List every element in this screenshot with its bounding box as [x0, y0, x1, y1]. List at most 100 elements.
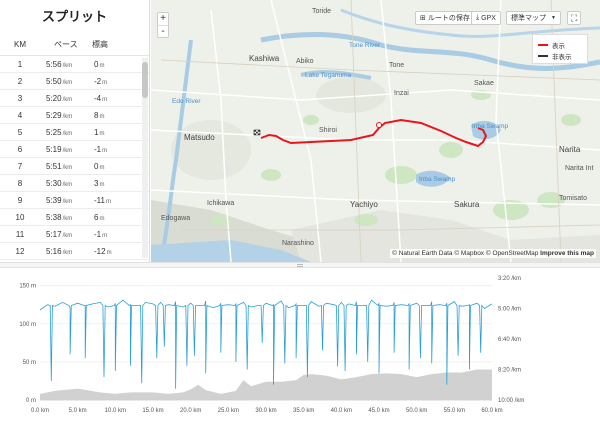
split-pace: 5:17/km — [46, 229, 73, 239]
zoom-in-button[interactable]: + — [160, 13, 166, 24]
split-km: 4 — [17, 110, 23, 120]
place-kashiwa: Kashiwa — [249, 54, 280, 63]
x-tick: 15.0 km — [142, 408, 163, 414]
y-right-tick: 3:20 /km — [498, 276, 521, 282]
download-icon: ⤓ — [476, 14, 480, 21]
legend-red-line-icon — [538, 43, 548, 46]
x-tick: 0.0 km — [31, 408, 49, 414]
fullscreen-icon: ⛶ — [571, 12, 578, 23]
zoom-out-button[interactable]: - — [158, 25, 168, 37]
split-km: 7 — [17, 161, 23, 171]
place-yachiyo: Yachiyo — [350, 200, 378, 209]
elevation-area — [40, 369, 492, 400]
finish-flag-icon — [253, 129, 261, 136]
split-title: スプリット — [41, 9, 107, 24]
split-km: 12 — [15, 246, 25, 256]
split-km: 6 — [17, 144, 23, 154]
route-line — [260, 118, 488, 148]
split-row: 9 5:39/km -11m — [0, 192, 149, 209]
gpx-label: GPX — [481, 14, 496, 22]
split-pace: 5:38/km — [46, 212, 73, 222]
x-tick: 20.0 km — [180, 408, 201, 414]
place-tomisato: Tomisato — [559, 195, 588, 202]
legend-show[interactable]: 表示 — [538, 39, 582, 50]
place-tone-river: Tone River — [349, 42, 381, 49]
save-route-label: ルートの保存 — [427, 15, 470, 22]
x-tick: 30.0 km — [255, 408, 276, 414]
y-left-tick: 100 m — [19, 322, 36, 328]
x-tick: 60.0 km — [481, 408, 502, 414]
split-pace: 5:25/km — [46, 127, 73, 137]
split-pace: 5:30/km — [46, 178, 73, 188]
split-km: 10 — [15, 212, 25, 222]
x-tick: 25.0 km — [218, 408, 239, 414]
y-left-tick: 50 m — [23, 360, 36, 366]
resize-divider[interactable] — [0, 262, 600, 268]
split-elevation: -12m — [94, 246, 112, 256]
split-row: 8 5:30/km 3m — [0, 175, 149, 192]
split-elevation: 0m — [94, 161, 105, 171]
caret-down-icon: ▼ — [551, 15, 556, 21]
split-km: 2 — [17, 76, 23, 86]
place-sakae: Sakae — [474, 80, 494, 87]
split-elevation: -2m — [94, 76, 108, 86]
legend-hide[interactable]: 非表示 — [538, 50, 582, 61]
place-ichikawa: Ichikawa — [207, 200, 235, 207]
x-tick: 45.0 km — [368, 408, 389, 414]
split-pace: 5:19/km — [46, 144, 73, 154]
x-tick: 5.0 km — [69, 408, 87, 414]
split-row: 10 5:38/km 6m — [0, 209, 149, 226]
route-map[interactable]: Toride Kashiwa Abiko Tone Sakae Inzai Ma… — [151, 0, 600, 262]
split-panel: スプリット KM ペース 標高 1 5:56/km 0m 2 5:50/km -2m 3 5:… — [0, 0, 150, 262]
x-tick: 10.0 km — [105, 408, 126, 414]
fullscreen-button[interactable]: ⛶ — [567, 11, 582, 25]
x-tick: 40.0 km — [331, 408, 352, 414]
place-abiko: Abiko — [296, 58, 314, 65]
chart-canvas: 0 m 50 m 100 m 150 m 3:20 /km 5:00 /km 6:40 /k… — [19, 276, 524, 414]
split-pace: 5:29/km — [46, 110, 73, 120]
split-row: 11 5:17/km -1m — [0, 226, 149, 243]
split-elevation: 3m — [94, 178, 105, 188]
improve-map-link[interactable]: Improve this map — [540, 250, 594, 257]
place-narita-int: Narita Int — [565, 165, 594, 172]
split-km: 1 — [17, 59, 23, 69]
split-header-row: KM ペース 標高 — [0, 34, 149, 56]
split-pace: 5:20/km — [46, 93, 73, 103]
map-type-select[interactable]: 標準マップ ▼ — [506, 11, 561, 25]
split-row: 5 5:25/km 1m — [0, 124, 149, 141]
place-edo-river: Edo River — [172, 98, 201, 105]
header-km: KM — [14, 40, 26, 49]
y-left-tick: 0 m — [26, 398, 36, 404]
pace-line — [39, 299, 493, 389]
gpx-button[interactable]: ⤓ GPX — [471, 11, 501, 25]
place-narita: Narita — [559, 145, 581, 154]
split-elevation: 8m — [94, 110, 105, 120]
route-legend: 表示 非表示 — [532, 34, 588, 64]
zoom-control: + - — [157, 12, 169, 38]
split-elevation: 6m — [94, 212, 105, 222]
resize-handle-icon[interactable] — [297, 264, 303, 267]
save-route-button[interactable]: ⊞ ルートの保存 — [415, 11, 475, 25]
y-right-tick: 10:00 /km — [498, 398, 524, 404]
map-type-label: 標準マップ — [511, 15, 546, 22]
place-edogawa: Edogawa — [161, 215, 191, 222]
map-attribution: © Natural Earth Data © Mapbox © OpenStre… — [390, 249, 596, 258]
attribution-text: © Natural Earth Data © Mapbox © OpenStre… — [392, 250, 539, 257]
split-elevation: -11m — [94, 195, 111, 205]
y-right-tick: 6:40 /km — [498, 337, 521, 343]
split-row: 3 5:20/km -4m — [0, 90, 149, 107]
split-scrollbar[interactable] — [142, 58, 148, 258]
split-elevation: -4m — [94, 93, 108, 103]
split-pace: 5:16/km — [46, 246, 73, 256]
place-inba-swamp: Inba Swamp — [472, 123, 509, 130]
split-rows: 1 5:56/km 0m 2 5:50/km -2m 3 5:20/km -4m 4 5:29/km… — [0, 56, 149, 260]
elevation-pace-chart[interactable]: 0 m 50 m 100 m 150 m 3:20 /km 5:00 /km 6:40 /k… — [0, 268, 600, 438]
split-km: 9 — [17, 195, 23, 205]
place-toride: Toride — [312, 8, 332, 15]
place-lake-teganuma: Lake Teganuma — [305, 72, 352, 79]
split-row: 12 5:16/km -12m — [0, 243, 149, 260]
x-tick: 35.0 km — [293, 408, 314, 414]
header-elevation: 標高 — [92, 40, 108, 49]
split-km: 3 — [17, 93, 23, 103]
split-scroll-thumb[interactable] — [142, 62, 148, 98]
